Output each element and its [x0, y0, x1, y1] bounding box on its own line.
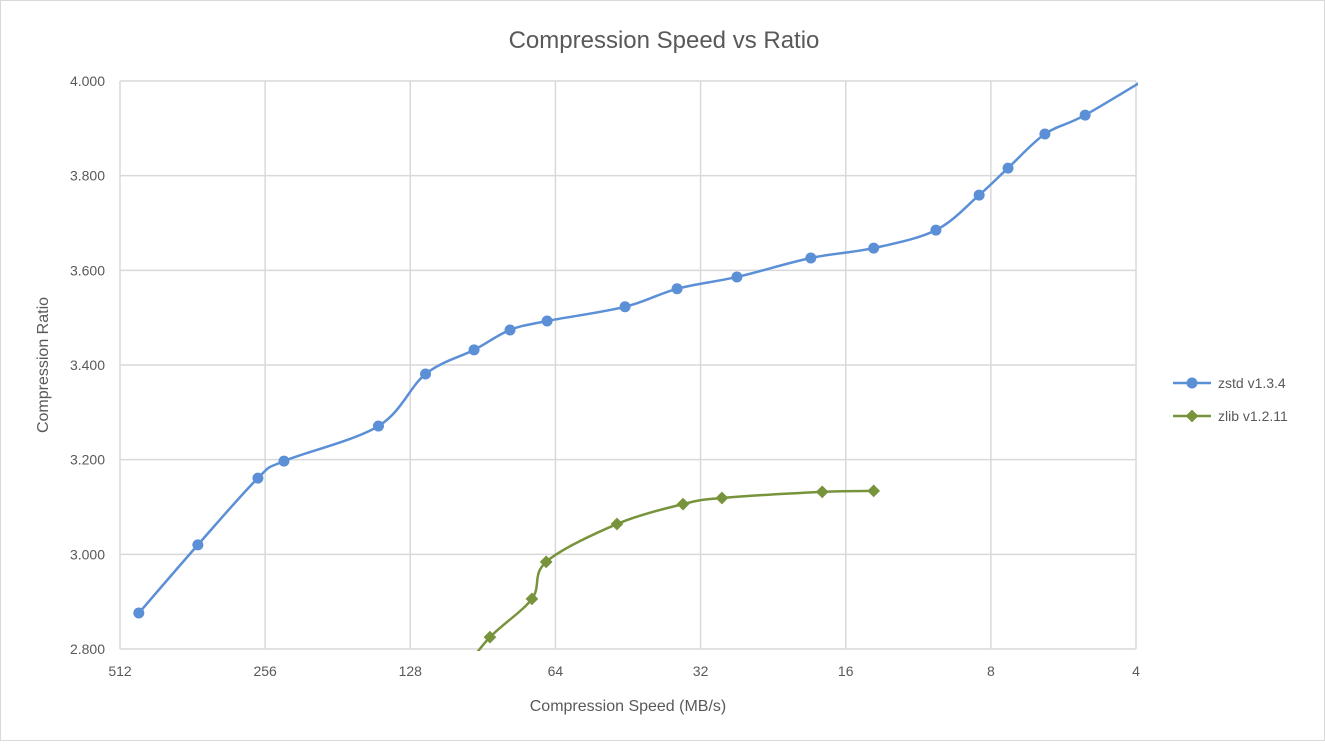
- gridlines: [119, 80, 1137, 650]
- x-tick-label: 16: [838, 663, 854, 679]
- legend-marker: [1185, 409, 1199, 423]
- data-point: [619, 301, 631, 313]
- x-axis-label: Compression Speed (MB/s): [530, 698, 727, 715]
- data-point: [504, 324, 516, 336]
- y-tick-label: 3.000: [70, 546, 105, 562]
- data-point: [1153, 66, 1164, 77]
- data-point: [541, 315, 553, 327]
- y-tick-label: 3.600: [70, 262, 105, 278]
- data-point: [676, 497, 690, 511]
- data-point: [671, 283, 683, 295]
- data-point: [805, 252, 817, 264]
- data-point: [456, 666, 469, 679]
- x-tick-label: 8: [987, 663, 995, 679]
- x-tick-label: 512: [108, 663, 132, 679]
- data-point: [468, 344, 480, 356]
- data-point: [610, 517, 624, 531]
- x-tick-labels: 512 256 128 64 32 16 8 4: [108, 663, 1140, 679]
- y-axis-label: Compression Ratio: [35, 297, 52, 433]
- data-point: [192, 539, 204, 551]
- y-tick-label: 3.200: [70, 452, 105, 468]
- y-tick-label: 3.800: [70, 168, 105, 184]
- data-point: [868, 242, 880, 254]
- series-line-1: [476, 489, 874, 651]
- data-point: [815, 485, 829, 499]
- series-line-0: [137, 82, 1138, 614]
- x-tick-label: 64: [548, 663, 564, 679]
- data-point: [252, 472, 264, 484]
- chart-title: Compression Speed vs Ratio: [509, 27, 820, 54]
- legend: zstd v1.3.4 zlib v1.2.11: [1173, 375, 1288, 424]
- y-tick-labels: 2.800 3.000 3.200 3.400 3.600 3.800 4.000: [70, 73, 105, 657]
- x-tick-label: 32: [693, 663, 709, 679]
- x-tick-label: 256: [253, 663, 277, 679]
- data-point: [1079, 109, 1091, 121]
- data-point: [930, 224, 942, 236]
- data-point: [867, 484, 881, 498]
- legend-marker: [1186, 377, 1198, 389]
- y-tick-label: 2.800: [70, 641, 105, 657]
- series-group: [133, 66, 1164, 679]
- legend-label: zlib v1.2.11: [1218, 408, 1288, 424]
- data-point: [1039, 128, 1051, 140]
- data-point: [731, 271, 743, 283]
- x-tick-label: 4: [1132, 663, 1140, 679]
- data-point: [715, 491, 729, 505]
- legend-label: zstd v1.3.4: [1218, 375, 1286, 391]
- data-point: [372, 420, 384, 432]
- data-point: [133, 607, 145, 619]
- data-point: [973, 189, 985, 201]
- x-tick-label: 128: [399, 663, 423, 679]
- data-point: [278, 455, 290, 467]
- y-tick-label: 4.000: [70, 73, 105, 89]
- data-point: [1002, 162, 1014, 174]
- data-point: [420, 368, 432, 380]
- y-tick-label: 3.400: [70, 357, 105, 373]
